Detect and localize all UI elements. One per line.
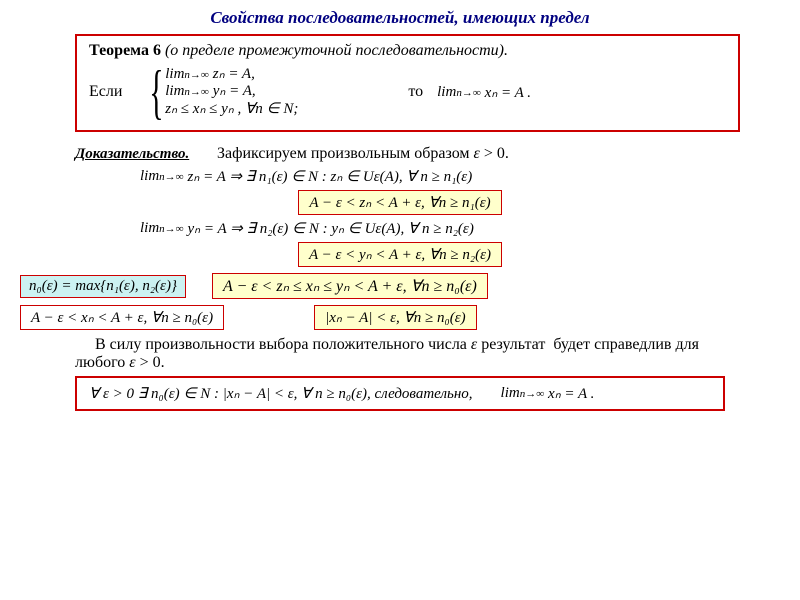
theorem-heading: Теорема 6 (о пределе промежуточной после…	[89, 42, 726, 60]
box-x: A − ε < xₙ < A + ε, ∀n ≥ n₀(ε)	[20, 305, 224, 330]
n0-chain-row: n₀(ε) = max{n₁(ε), n₂(ε)} A − ε < zₙ ≤ x…	[20, 273, 780, 299]
proof-row: Доказательство. Зафиксируем произвольным…	[20, 140, 780, 165]
theorem-desc: (о пределе промежуточной последовательно…	[165, 42, 508, 59]
box-abs: |xₙ − A| < ε, ∀n ≥ n₀(ε)	[314, 305, 477, 330]
page: Свойства последовательностей, имеющих пр…	[0, 0, 800, 600]
then-word: то	[408, 83, 423, 101]
brace-icon: {	[150, 62, 164, 122]
if-word: Если	[89, 83, 122, 101]
x-abs-row: A − ε < xₙ < A + ε, ∀n ≥ n₀(ε) |xₙ − A| …	[20, 305, 780, 330]
final-box: ∀ ε > 0 ∃ n₀(ε) ∈ N : |xₙ − A| < ε, ∀ n …	[75, 376, 725, 411]
line-z: limn→∞ zₙ = A ⇒ ∃ n₁(ε) ∈ N : zₙ ∈ Uε(A)…	[140, 167, 780, 186]
theorem-body: Если { limn→∞ zₙ = A, limn→∞ yₙ = A, zₙ …	[89, 62, 726, 122]
final-text: ∀ ε > 0 ∃ n₀(ε) ∈ N : |xₙ − A| < ε, ∀ n …	[89, 384, 473, 403]
proof-intro: Зафиксируем произвольным образом ε > 0.	[217, 145, 509, 162]
box-y: A − ε < yₙ < A + ε, ∀n ≥ n₂(ε)	[298, 242, 502, 267]
box-n0: n₀(ε) = max{n₁(ε), n₂(ε)}	[20, 275, 186, 298]
box-y-row: A − ε < yₙ < A + ε, ∀n ≥ n₂(ε)	[20, 242, 780, 267]
box-z: A − ε < zₙ < A + ε, ∀n ≥ n₁(ε)	[298, 190, 501, 215]
conditions: limn→∞ zₙ = A, limn→∞ yₙ = A, zₙ ≤ xₙ ≤ …	[165, 66, 298, 118]
line-y: limn→∞ yₙ = A ⇒ ∃ n₂(ε) ∈ N : yₙ ∈ Uε(A)…	[140, 219, 780, 238]
proof-label: Доказательство.	[75, 146, 189, 163]
page-title: Свойства последовательностей, имеющих пр…	[20, 8, 780, 28]
theorem-box: Теорема 6 (о пределе промежуточной после…	[75, 34, 740, 132]
theorem-label: Теорема 6	[89, 42, 161, 59]
body-paragraph: В силу произвольности выбора положительн…	[75, 336, 725, 372]
box-chain: A − ε < zₙ ≤ xₙ ≤ yₙ < A + ε, ∀n ≥ n₀(ε)	[212, 273, 488, 299]
box-z-row: A − ε < zₙ < A + ε, ∀n ≥ n₁(ε)	[20, 190, 780, 215]
